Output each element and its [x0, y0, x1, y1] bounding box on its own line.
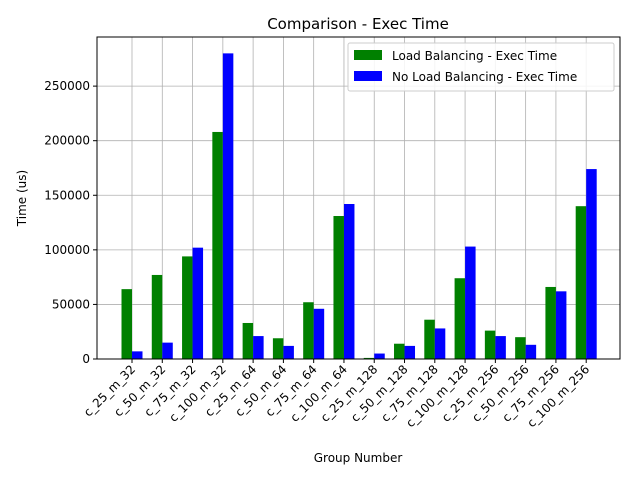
- bar-load-balancing-exec-time-c_75_m_256: [545, 286, 556, 359]
- bar-no-load-balancing-exec-time-c_100_m_32: [222, 53, 234, 359]
- legend-label-load-balancing: Load Balancing - Exec Time: [392, 49, 557, 63]
- bar-no-load-balancing-exec-time-c_50_m_32: [162, 342, 173, 359]
- y-axis-ticks: 0 50000 100000 150000 200000 250000: [44, 79, 97, 366]
- bar-no-load-balancing-exec-time-c_25_m_256: [495, 336, 506, 359]
- bar-no-load-balancing-exec-time-c_100_m_256: [586, 169, 597, 359]
- y-axis-label: Time (us): [15, 170, 29, 227]
- y-tick-label: 100000: [44, 243, 90, 257]
- bar-no-load-balancing-exec-time-c_50_m_128: [404, 345, 416, 359]
- bar-load-balancing-exec-time-c_25_m_256: [484, 330, 496, 359]
- legend: Load Balancing - Exec Time No Load Balan…: [347, 42, 615, 92]
- bar-no-load-balancing-exec-time-c_25_m_32: [132, 351, 143, 359]
- y-tick-label: 0: [82, 352, 90, 366]
- bar-no-load-balancing-exec-time-c_100_m_128: [465, 246, 476, 359]
- bar-no-load-balancing-exec-time-c_50_m_256: [525, 344, 537, 359]
- y-tick-label: 250000: [44, 79, 90, 93]
- bar-load-balancing-exec-time-c_100_m_128: [454, 278, 466, 359]
- bar-no-load-balancing-exec-time-c_25_m_64: [253, 336, 264, 359]
- bar-load-balancing-exec-time-c_50_m_64: [272, 338, 284, 359]
- bar-no-load-balancing-exec-time-c_25_m_128: [374, 353, 385, 359]
- bar-load-balancing-exec-time-c_25_m_64: [242, 322, 254, 359]
- bar-no-load-balancing-exec-time-c_75_m_32: [192, 247, 204, 359]
- bar-load-balancing-exec-time-c_25_m_128: [363, 357, 375, 359]
- bar-load-balancing-exec-time-c_75_m_128: [424, 319, 435, 359]
- bar-load-balancing-exec-time-c_25_m_32: [121, 289, 132, 359]
- y-tick-label: 150000: [44, 188, 90, 202]
- bar-load-balancing-exec-time-c_50_m_32: [151, 274, 163, 359]
- bar-load-balancing-exec-time-c_100_m_64: [333, 216, 344, 359]
- plot-frame: [96, 36, 621, 360]
- bar-load-balancing-exec-time-c_50_m_256: [515, 337, 526, 359]
- bars: [121, 53, 597, 359]
- y-tick-label: 50000: [52, 297, 90, 311]
- legend-swatch-no-load-balancing: [354, 71, 382, 81]
- bar-no-load-balancing-exec-time-c_75_m_64: [313, 308, 325, 359]
- chart-title: Comparison - Exec Time: [267, 15, 449, 33]
- bar-load-balancing-exec-time-c_75_m_64: [303, 302, 314, 359]
- legend-box: [347, 42, 615, 92]
- legend-label-no-load-balancing: No Load Balancing - Exec Time: [392, 70, 577, 84]
- bar-load-balancing-exec-time-c_50_m_128: [394, 343, 405, 359]
- bar-no-load-balancing-exec-time-c_100_m_64: [343, 204, 355, 359]
- bar-load-balancing-exec-time-c_100_m_32: [212, 131, 223, 359]
- bar-load-balancing-exec-time-c_75_m_32: [182, 256, 193, 359]
- legend-swatch-load-balancing: [354, 50, 382, 60]
- bar-load-balancing-exec-time-c_100_m_256: [575, 206, 587, 359]
- bar-no-load-balancing-exec-time-c_50_m_64: [283, 345, 294, 359]
- x-axis-label: Group Number: [314, 451, 403, 465]
- y-tick-label: 200000: [44, 134, 90, 148]
- bar-no-load-balancing-exec-time-c_75_m_128: [434, 328, 446, 359]
- bar-no-load-balancing-exec-time-c_75_m_256: [555, 291, 567, 359]
